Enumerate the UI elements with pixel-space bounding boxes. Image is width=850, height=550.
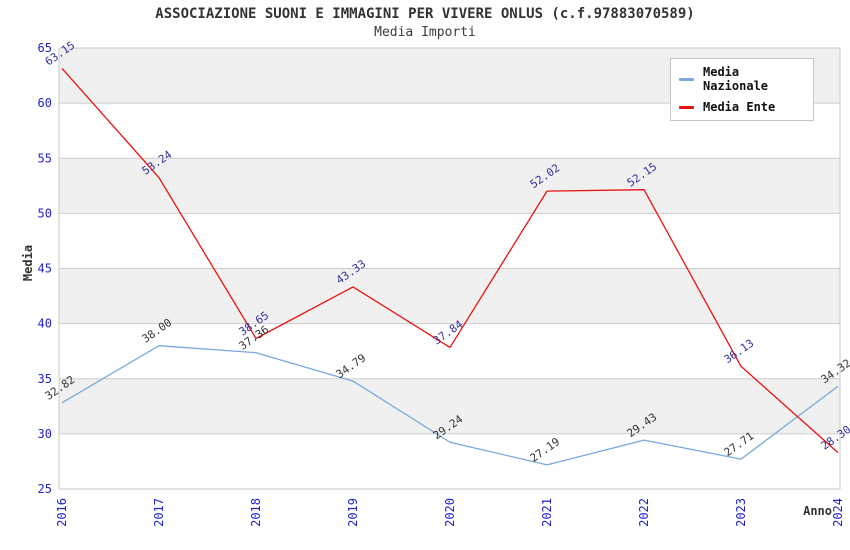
x-tick-label: 2020 [443, 498, 457, 527]
x-tick-label: 2018 [249, 498, 263, 527]
y-tick-label: 35 [38, 372, 52, 386]
background-band [59, 268, 840, 324]
x-tick-label: 2021 [540, 498, 554, 527]
x-tick-label: 2022 [637, 498, 651, 527]
x-tick-label: 2024 [831, 498, 845, 527]
series-line-media-ente [61, 67, 839, 454]
legend-swatch-ente-icon [679, 105, 694, 109]
y-tick-label: 55 [38, 151, 52, 165]
background-band [59, 158, 840, 214]
y-tick-label: 30 [38, 427, 52, 441]
legend-label-nazionale: Media Nazionale [703, 65, 769, 93]
legend-label-ente: Media Ente [703, 100, 776, 114]
legend-swatch-nazionale-icon [679, 77, 694, 81]
plot-border [58, 47, 841, 490]
y-tick-label: 40 [38, 317, 52, 331]
x-axis-title: Anno [803, 504, 832, 518]
x-tick-label: 2019 [346, 498, 360, 527]
y-tick-label: 65 [38, 41, 52, 55]
y-tick-label: 45 [38, 262, 52, 276]
background-band [59, 323, 840, 379]
x-tick-label: 2016 [55, 498, 69, 527]
y-tick-label: 50 [38, 206, 52, 220]
chart-title: ASSOCIAZIONE SUONI E IMMAGINI PER VIVERE… [155, 6, 695, 22]
y-axis-title: Media [21, 244, 35, 282]
legend-item-media-ente: Media Ente [679, 100, 805, 114]
legend-item-media-nazionale: Media Nazionale [679, 65, 805, 93]
y-tick-label: 25 [38, 482, 52, 496]
background-band [59, 433, 840, 489]
x-tick-label: 2023 [734, 498, 748, 527]
background-band [59, 213, 840, 269]
y-tick-label: 60 [38, 96, 52, 110]
background-band [59, 378, 840, 434]
chart-subtitle: Media Importi [374, 25, 476, 40]
legend: Media Nazionale Media Ente [670, 58, 814, 121]
series-line-media-nazionale [61, 345, 839, 466]
x-tick-label: 2017 [152, 498, 166, 527]
